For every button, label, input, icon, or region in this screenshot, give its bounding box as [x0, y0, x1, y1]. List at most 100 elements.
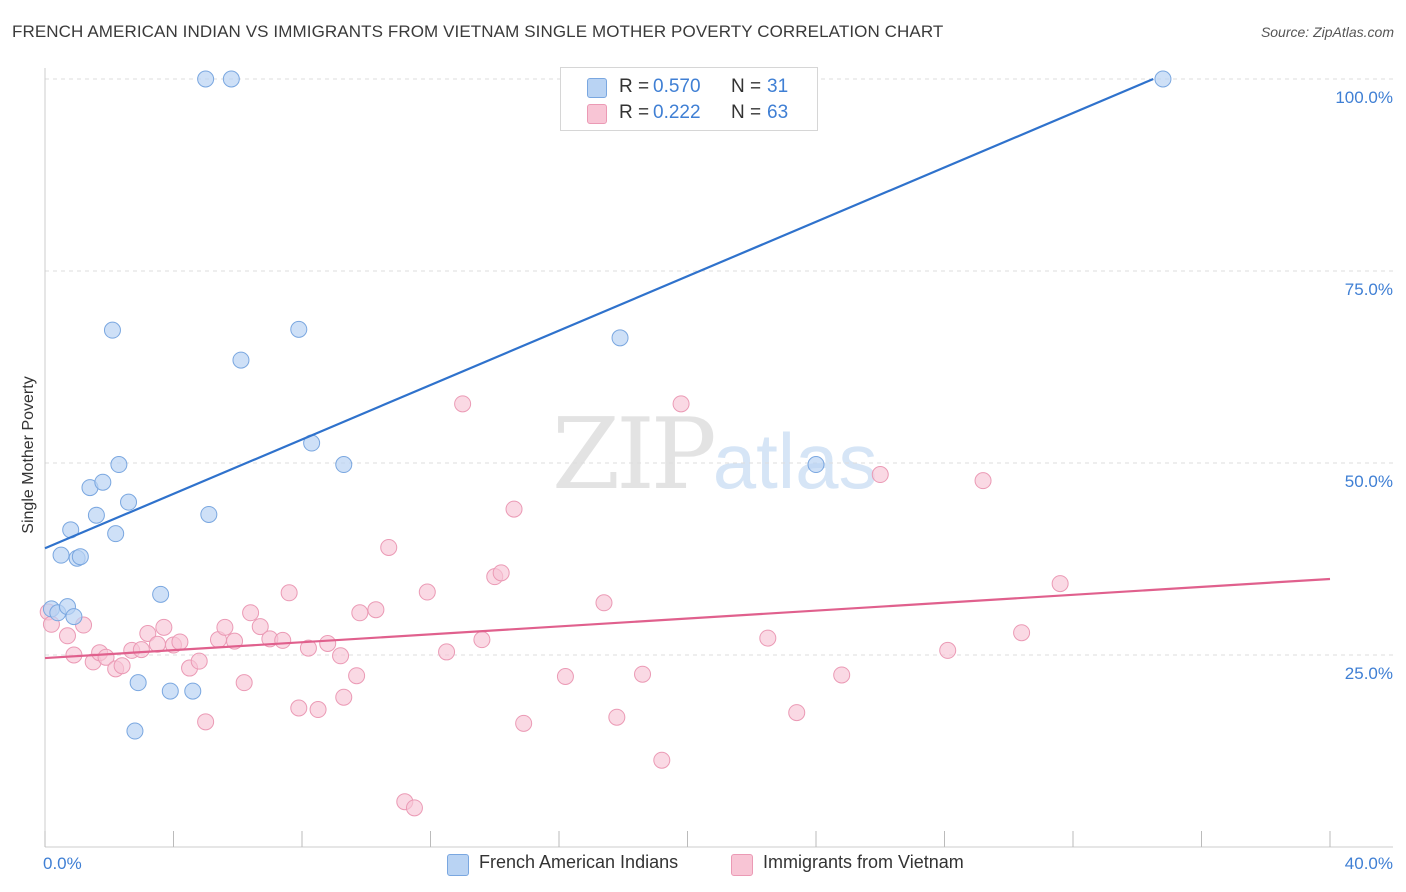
french-american-indian-point	[222, 70, 240, 88]
vietnam-point	[235, 674, 253, 692]
french-american-indian-point	[94, 473, 112, 491]
vietnam-point	[197, 713, 215, 731]
french-american-indian-point	[126, 722, 144, 740]
vietnam-point	[242, 604, 260, 622]
y-tick-label: 50.0%	[1345, 472, 1393, 491]
vietnam-point	[58, 627, 76, 645]
french-american-indian-point	[197, 70, 215, 88]
french-american-indian-point	[807, 456, 825, 474]
vietnam-point	[608, 708, 626, 726]
vietnam-point	[759, 629, 777, 647]
vietnam-point	[505, 500, 523, 518]
vietnam-point	[113, 657, 131, 675]
vietnam-point	[595, 594, 613, 612]
vietnam-point	[1051, 575, 1069, 593]
vietnam-points	[39, 395, 1069, 817]
y-tick-label: 100.0%	[1335, 88, 1393, 107]
legend-r-value: 0.222	[653, 102, 701, 123]
vietnam-point	[251, 618, 269, 636]
vietnam-point	[515, 714, 533, 732]
vietnam-point	[871, 466, 889, 484]
vietnam-point	[473, 631, 491, 649]
bottom-legend-swatch-blue	[447, 854, 469, 876]
french-american-indian-point	[1154, 70, 1172, 88]
vietnam-point	[299, 639, 317, 657]
vietnam-point	[351, 604, 369, 622]
vietnam-point	[634, 665, 652, 683]
french-american-indian-points	[42, 70, 1172, 740]
vietnam-point	[309, 701, 327, 719]
vietnam-point	[788, 704, 806, 722]
vietnam-point	[454, 395, 472, 413]
y-tick-label: 75.0%	[1345, 280, 1393, 299]
french-american-indian-point	[290, 320, 308, 338]
tick-labels: 25.0% 50.0% 75.0% 100.0% 0.0% 40.0%	[43, 88, 1393, 873]
legend-swatch-pink	[587, 104, 607, 124]
french-american-indian-trend-line	[44, 77, 1154, 550]
french-american-indian-point	[107, 525, 125, 543]
french-american-indian-point	[161, 682, 179, 700]
french-american-indian-point	[335, 456, 353, 474]
watermark-zip: ZIP	[552, 398, 717, 512]
vietnam-point	[139, 624, 157, 642]
vietnam-point	[380, 538, 398, 556]
vietnam-point	[672, 395, 690, 413]
french-american-indian-point	[65, 608, 83, 626]
french-american-indian-point	[110, 456, 128, 474]
vietnam-point	[132, 641, 150, 659]
vietnam-point	[280, 584, 298, 602]
gridlines	[45, 78, 1393, 656]
vietnam-point	[155, 618, 173, 636]
axes	[44, 68, 1393, 848]
legend-r-value: 0.570	[653, 76, 701, 97]
watermark: ZIPatlas	[552, 398, 878, 512]
vietnam-point	[939, 641, 957, 659]
legend-n-value: 31	[767, 76, 789, 97]
legend-r-label: R =	[619, 76, 650, 97]
french-american-indian-point	[129, 674, 147, 692]
watermark-atlas: atlas	[712, 417, 878, 505]
x-tick-label: 0.0%	[43, 854, 82, 873]
vietnam-point	[405, 799, 423, 817]
vietnam-point	[290, 699, 308, 717]
french-american-indian-point	[103, 321, 121, 339]
legend-swatch-blue	[587, 78, 607, 98]
french-american-indian-point	[52, 546, 70, 564]
french-american-indian-point	[232, 351, 250, 369]
vietnam-point	[190, 652, 208, 670]
vietnam-point	[974, 472, 992, 490]
legend-n-label: N =	[731, 76, 762, 97]
source-credit: Source: ZipAtlas.com	[1260, 24, 1394, 40]
bottom-legend-label: French American Indians	[479, 852, 679, 872]
bottom-legend-label: Immigrants from Vietnam	[763, 852, 964, 872]
vietnam-point	[833, 666, 851, 684]
y-tick-label: 25.0%	[1345, 664, 1393, 683]
vietnam-point	[171, 633, 189, 651]
legend-n-value: 63	[767, 102, 789, 123]
french-american-indian-point	[611, 329, 629, 347]
legend-r-label: R =	[619, 102, 650, 123]
french-american-indian-point	[184, 682, 202, 700]
french-american-indian-point	[71, 548, 89, 566]
french-american-indian-point	[87, 506, 105, 524]
vietnam-point	[438, 643, 456, 661]
french-american-indian-point	[200, 505, 218, 523]
bottom-legend-swatch-pink	[731, 854, 753, 876]
vietnam-point	[1013, 624, 1031, 642]
vietnam-point	[319, 634, 337, 652]
legend-n-label: N =	[731, 102, 762, 123]
vietnam-point	[653, 751, 671, 769]
french-american-indian-point	[152, 585, 170, 603]
vietnam-point	[274, 631, 292, 649]
french-american-indian-point	[120, 493, 138, 511]
vietnam-point	[335, 688, 353, 706]
vietnam-point	[348, 667, 366, 685]
vietnam-point	[216, 618, 234, 636]
vietnam-point	[492, 564, 510, 582]
vietnam-point	[367, 601, 385, 619]
correlation-legend: R = 0.570 N = 31 R = 0.222 N = 63	[560, 67, 818, 131]
trend-lines	[44, 77, 1331, 660]
vietnam-trend-line	[44, 577, 1331, 660]
vietnam-point	[418, 583, 436, 601]
